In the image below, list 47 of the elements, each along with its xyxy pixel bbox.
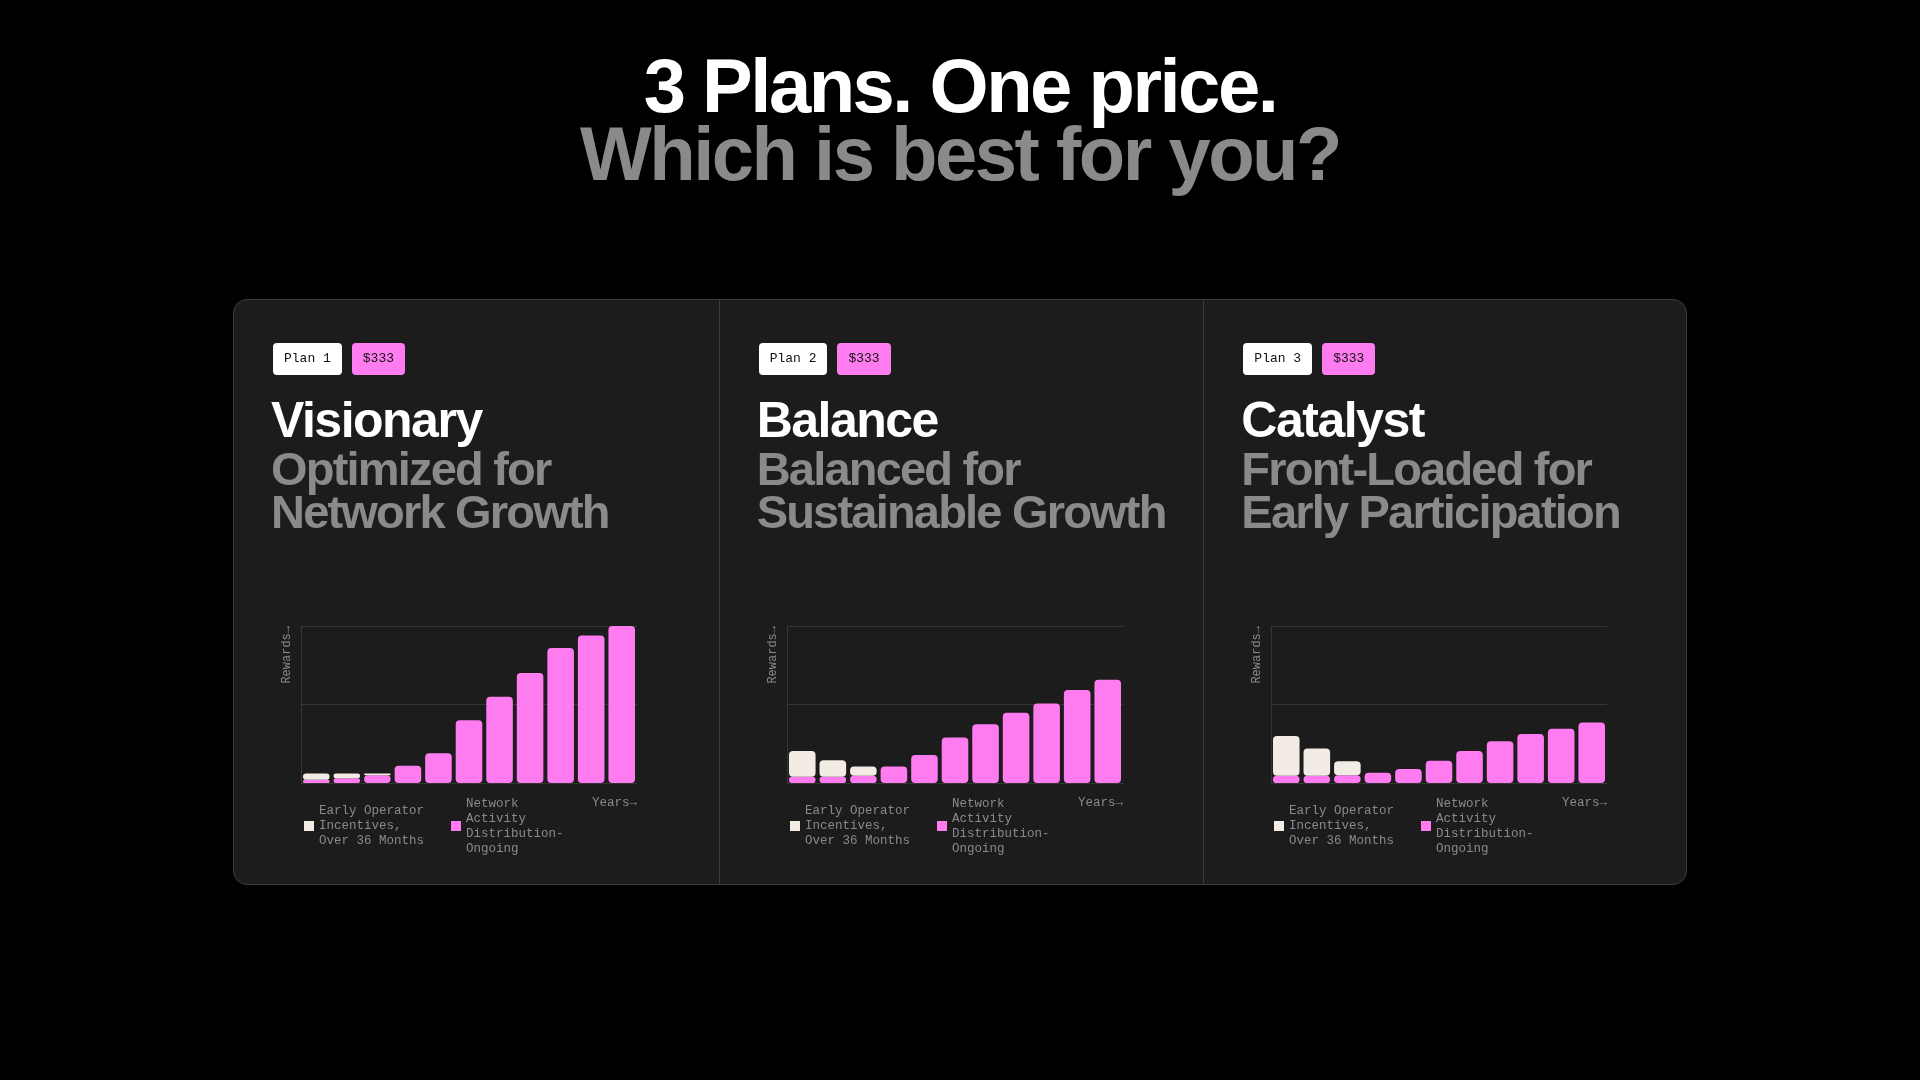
- bar: [486, 696, 513, 783]
- bar: [1063, 690, 1091, 783]
- bar: [1578, 722, 1606, 783]
- legend-label: Network Activity Distribution-Ongoing: [466, 796, 564, 856]
- bar: [1303, 748, 1331, 776]
- x-axis-title: Years→: [1077, 795, 1124, 810]
- bar: [1273, 735, 1300, 776]
- bar: [455, 720, 483, 783]
- text: $333: [351, 343, 406, 375]
- bar: [819, 760, 846, 777]
- bar: [1364, 772, 1392, 783]
- bar: [1548, 728, 1575, 783]
- bar: [941, 737, 968, 783]
- x-axis-title: Years→: [591, 795, 638, 810]
- x-axis-title: Years→: [1562, 795, 1608, 810]
- legend-label: Network Activity Distribution-Ongoing: [951, 796, 1050, 856]
- text: Plan 3: [1243, 343, 1313, 375]
- text: Plan 1: [273, 343, 342, 375]
- bar: [425, 753, 452, 783]
- bar: [880, 766, 907, 783]
- text: $333: [837, 343, 891, 375]
- bar: [1033, 703, 1060, 783]
- legend-label: Early Operator Incentives, Over 36 Months: [319, 804, 425, 848]
- legend-label: Network Activity Distribution-Ongoing: [1436, 796, 1534, 856]
- bar: [1517, 734, 1545, 783]
- bar: [1426, 760, 1453, 783]
- bar: [788, 750, 816, 777]
- bar: [1487, 741, 1514, 783]
- bar: [1094, 679, 1121, 783]
- text: Plan 2: [758, 343, 828, 375]
- bar: [547, 647, 574, 783]
- bar: [1002, 712, 1030, 783]
- bar: [394, 765, 422, 783]
- bar: [1395, 769, 1423, 783]
- bar: [1456, 751, 1484, 783]
- bar: [910, 755, 938, 783]
- y-axis-title: Rewards→: [1250, 625, 1265, 684]
- bar: [1334, 761, 1361, 776]
- bar: [577, 635, 605, 783]
- legend-label: Early Operator Incentives, Over 36 Months: [804, 804, 910, 848]
- y-axis-title: Rewards→: [765, 625, 780, 684]
- text: $333: [1322, 343, 1376, 375]
- bar: [971, 724, 999, 783]
- legend-label: Early Operator Incentives, Over 36 Months: [1289, 804, 1395, 848]
- bar: [516, 673, 544, 783]
- y-axis-title: Rewards→: [280, 625, 294, 684]
- bar: [608, 626, 636, 783]
